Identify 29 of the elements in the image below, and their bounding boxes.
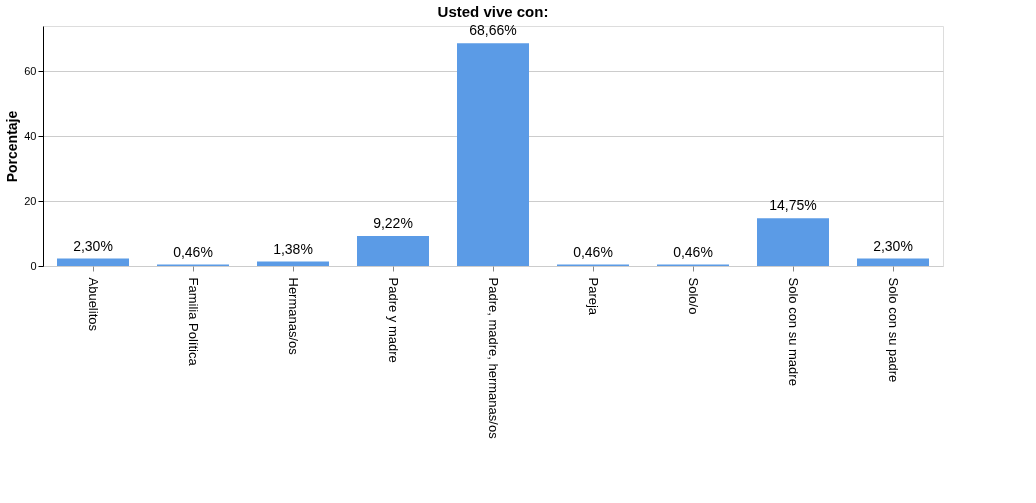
- x-tick-label: Hermanas/os: [286, 277, 301, 356]
- y-tick-label: 40: [24, 129, 37, 142]
- x-tick-label: Pareja: [586, 277, 601, 316]
- bar: [357, 236, 429, 266]
- data-label: 0,46%: [173, 243, 213, 260]
- bar: [857, 258, 929, 266]
- x-tick-label: Solo con su madre: [786, 277, 801, 386]
- x-tick-label: Solo/o: [686, 277, 701, 315]
- data-label: 1,38%: [273, 240, 313, 257]
- bar: [757, 218, 829, 266]
- x-tick-label: Abuelitos: [86, 277, 101, 332]
- x-tick-label: Padre y madre: [386, 277, 401, 363]
- data-label: 2,30%: [73, 237, 113, 254]
- data-label: 9,22%: [373, 215, 413, 232]
- y-tick-label: 20: [24, 194, 37, 207]
- x-tick-label: Solo con su padre: [886, 277, 901, 383]
- bar: [457, 43, 529, 266]
- y-axis-title: Porcentaje: [4, 110, 21, 183]
- chart-title: Usted vive con:: [437, 3, 549, 21]
- y-tick-label: 60: [24, 64, 37, 77]
- x-tick-label: Padre, madre, hermanas/os: [486, 277, 501, 440]
- data-label: 2,30%: [873, 237, 913, 254]
- bar: [57, 258, 129, 266]
- data-label: 0,46%: [673, 243, 713, 260]
- y-tick-label: 0: [30, 259, 37, 272]
- x-tick-label: Familia Política: [186, 277, 201, 367]
- data-label: 0,46%: [573, 243, 613, 260]
- data-label: 14,75%: [769, 197, 817, 214]
- data-label: 68,66%: [469, 22, 517, 39]
